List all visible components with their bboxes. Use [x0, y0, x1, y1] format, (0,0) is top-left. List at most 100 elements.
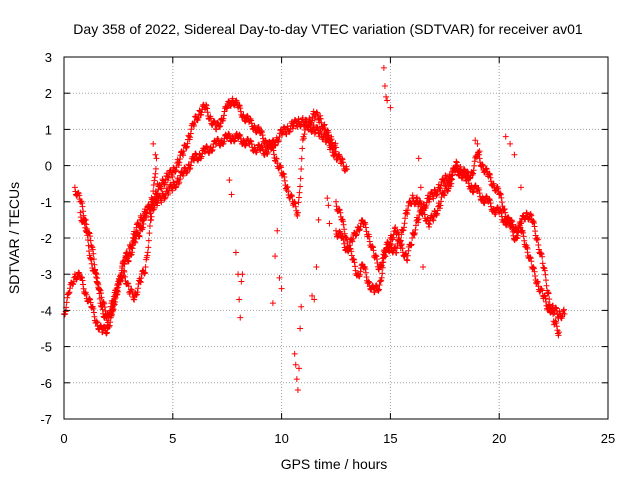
data-point — [276, 274, 283, 281]
data-point-interp — [225, 98, 232, 105]
data-point-interp — [73, 276, 80, 283]
data-point-interp — [370, 247, 377, 254]
x-tick-label: 10 — [274, 431, 288, 446]
data-point-interp — [399, 227, 406, 234]
data-point-interp — [431, 186, 438, 193]
data-point-interp — [532, 272, 539, 279]
data-point-interp — [298, 165, 305, 172]
data-point-interp — [502, 209, 509, 216]
data-point-interp — [476, 190, 483, 197]
data-point-interp — [423, 202, 430, 209]
y-tick-label: -5 — [40, 340, 52, 355]
data-point — [387, 104, 394, 111]
data-point-interp — [461, 166, 468, 173]
data-point-interp — [378, 274, 385, 281]
data-point-interp — [127, 252, 134, 259]
data-point-interp — [285, 188, 292, 195]
data-point-interp — [332, 140, 339, 147]
data-point-interp — [520, 233, 527, 240]
data-point — [417, 184, 424, 191]
data-point-interp — [356, 227, 363, 234]
data-point — [272, 253, 279, 260]
data-point-interp — [426, 221, 433, 228]
data-point-interp — [415, 216, 422, 223]
y-tick-label: 3 — [45, 50, 52, 65]
data-point-interp — [353, 232, 360, 239]
data-point — [262, 137, 269, 144]
data-point-interp — [353, 231, 360, 238]
data-point-interp — [560, 306, 567, 313]
data-point-interp — [401, 220, 408, 227]
data-point-interp — [125, 258, 132, 265]
data-point-interp — [481, 169, 488, 176]
data-point — [383, 93, 390, 100]
x-tick-label: 20 — [492, 431, 506, 446]
data-point-interp — [79, 277, 86, 284]
data-point-interp — [242, 142, 249, 149]
data-point-interp — [498, 194, 505, 201]
data-point-interp — [542, 271, 549, 278]
data-point-interp — [447, 183, 454, 190]
data-point-interp — [545, 290, 552, 297]
data-point-interp — [80, 285, 87, 292]
data-point-interp — [479, 194, 486, 201]
data-point-interp — [79, 203, 86, 210]
data-point — [343, 235, 350, 241]
data-point-interp — [91, 261, 98, 268]
data-point-interp — [138, 274, 145, 281]
data-point-interp — [231, 138, 238, 145]
data-point — [115, 282, 122, 289]
data-point-interp — [369, 243, 376, 250]
data-point-interp — [88, 243, 95, 250]
data-point-interp — [336, 207, 343, 214]
data-point-interp — [112, 299, 119, 306]
y-tick-label: 1 — [45, 122, 52, 137]
data-point-interp — [80, 208, 87, 215]
data-point — [180, 148, 187, 155]
data-point-interp — [527, 254, 534, 261]
data-point — [561, 311, 568, 318]
data-point-interp — [93, 274, 100, 281]
data-point-interp — [244, 112, 251, 119]
data-point-interp — [112, 294, 119, 301]
data-point-interp — [82, 290, 89, 297]
data-point-interp — [304, 123, 311, 130]
data-point-interp — [299, 145, 306, 152]
data-point-interp — [413, 195, 420, 202]
data-point-interp — [275, 137, 282, 144]
data-point — [403, 256, 410, 263]
data-point-interp — [97, 300, 104, 307]
data-point-interp — [297, 175, 304, 182]
data-point-interp — [515, 228, 522, 235]
data-point-interp — [203, 102, 210, 109]
data-point-interp — [470, 167, 477, 174]
data-point-interp — [84, 236, 91, 243]
data-point-interp — [90, 305, 97, 312]
data-point-interp — [65, 290, 72, 297]
data-point — [472, 137, 479, 144]
data-point-interp — [366, 233, 373, 240]
data-point-interp — [208, 148, 215, 155]
data-point-interp — [352, 267, 359, 274]
data-point-interp — [350, 255, 357, 262]
data-point-interp — [96, 295, 103, 302]
data-point-interp — [378, 277, 385, 284]
data-point-interp — [560, 307, 567, 314]
data-point-interp — [341, 226, 348, 233]
series-track-a — [61, 114, 350, 337]
data-point — [294, 209, 301, 216]
data-point-interp — [290, 125, 297, 132]
data-point-interp — [375, 286, 382, 293]
data-point-interp — [94, 319, 101, 326]
grid — [64, 57, 608, 419]
data-point-interp — [87, 233, 94, 240]
data-point-interp — [99, 306, 106, 313]
data-point — [120, 267, 127, 274]
data-point-interp — [288, 193, 295, 200]
data-point-interp — [528, 212, 535, 219]
data-point-interp — [113, 285, 120, 292]
data-point-interp — [80, 217, 87, 224]
data-point-interp — [150, 182, 157, 189]
data-point-interp — [154, 190, 161, 197]
data-point-interp — [535, 283, 542, 290]
